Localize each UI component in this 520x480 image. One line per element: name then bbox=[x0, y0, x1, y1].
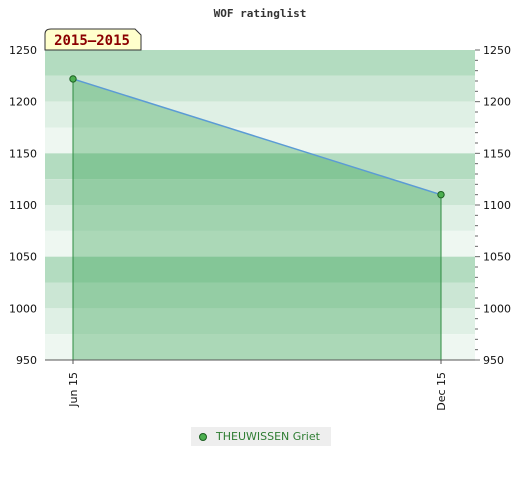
legend-label: THEUWISSEN Griet bbox=[216, 430, 320, 443]
background-band bbox=[45, 230, 475, 257]
background-band bbox=[45, 153, 475, 180]
period-label: 2015–2015 bbox=[54, 33, 130, 49]
y-tick-label-right: 950 bbox=[483, 354, 504, 367]
y-tick-label-left: 1000 bbox=[9, 302, 37, 315]
background-band bbox=[45, 101, 475, 128]
y-tick-label-left: 1200 bbox=[9, 96, 37, 109]
period-badge: 2015–2015 bbox=[44, 28, 142, 51]
legend: THEUWISSEN Griet bbox=[191, 427, 331, 446]
background-band bbox=[45, 308, 475, 335]
y-tick-label-right: 1050 bbox=[483, 251, 511, 264]
data-point bbox=[437, 190, 445, 199]
y-tick-label-left: 1050 bbox=[9, 251, 37, 264]
legend-marker-icon bbox=[199, 432, 207, 441]
y-tick-label-left: 1250 bbox=[9, 44, 37, 57]
series-line bbox=[72, 78, 442, 196]
y-tick-label-right: 1150 bbox=[483, 147, 511, 160]
y-tick-label-right: 1000 bbox=[483, 302, 511, 315]
background-band bbox=[45, 75, 475, 102]
y-tick-label-left: 1150 bbox=[9, 147, 37, 160]
background-band bbox=[45, 282, 475, 309]
background-band bbox=[45, 334, 475, 360]
axes: 950 950 1000 1000 1050 1050 1100 1100 1150 1150 12… bbox=[9, 44, 511, 411]
y-tick-label-left: 1100 bbox=[9, 199, 37, 212]
y-tick-label-right: 1250 bbox=[483, 44, 511, 57]
background-bands bbox=[45, 50, 475, 360]
series-area bbox=[72, 78, 442, 360]
x-tick-label: Jun 15 bbox=[67, 372, 80, 408]
data-point bbox=[69, 75, 77, 83]
background-band bbox=[45, 127, 475, 154]
background-band bbox=[45, 50, 475, 76]
series-marks bbox=[69, 75, 445, 199]
series-area-fill bbox=[73, 78, 441, 360]
x-tick-label: Dec 15 bbox=[435, 372, 448, 411]
chart-title: WOF ratinglist bbox=[214, 7, 307, 20]
y-tick-label-right: 1200 bbox=[483, 96, 511, 109]
y-tick-label-right: 1100 bbox=[483, 199, 511, 212]
y-tick-label-left: 950 bbox=[16, 354, 37, 367]
background-band bbox=[45, 256, 475, 283]
background-band bbox=[45, 205, 475, 231]
